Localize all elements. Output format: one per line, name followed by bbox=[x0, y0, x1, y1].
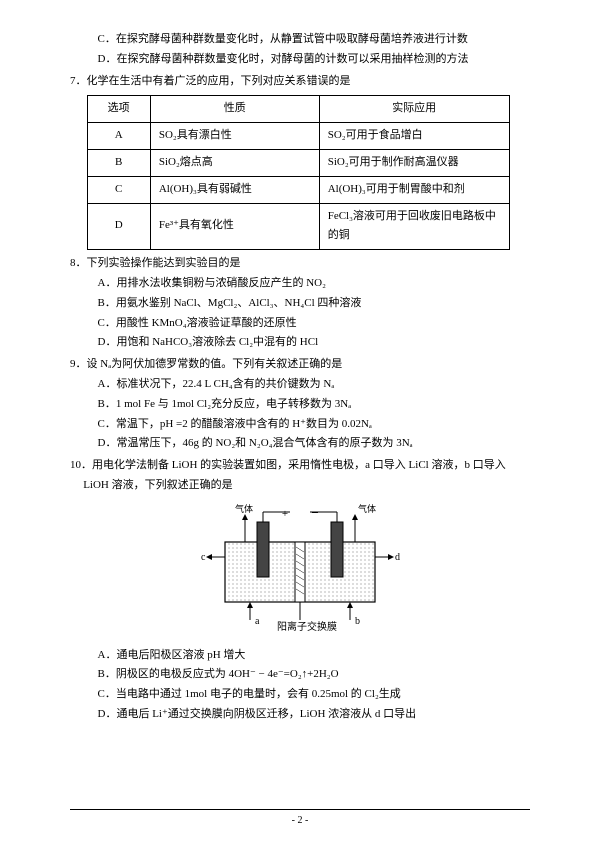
q10-option-b: B．阴极区的电极反应式为 4OH⁻ − 4e⁻=O₂↑+2H₂O bbox=[70, 665, 530, 685]
q10-stem-line2: LiOH 溶液，下列叙述正确的是 bbox=[70, 476, 530, 496]
q7-stem: 7．化学在生活中有着广泛的应用，下列对应关系错误的是 bbox=[70, 72, 530, 92]
svg-text:c: c bbox=[201, 552, 206, 563]
q6-option-c: C．在探究酵母菌种群数量变化时，从静置试管中吸取酵母菌培养液进行计数 bbox=[70, 30, 530, 50]
q9-stem: 9．设 Nₐ为阿伏加德罗常数的值。下列有关叙述正确的是 bbox=[70, 355, 530, 375]
q9-option-c: C．常温下，pH =2 的醋酸溶液中含有的 H⁺数目为 0.02Nₐ bbox=[70, 415, 530, 435]
q8-option-d: D．用饱和 NaHCO₃溶液除去 Cl₂中混有的 HCl bbox=[70, 333, 530, 353]
q7-r3-prop: Fe³⁺具有氧化性 bbox=[150, 203, 319, 250]
q6-option-d: D．在探究酵母菌种群数量变化时，对酵母菌的计数可以采用抽样检测的方法 bbox=[70, 50, 530, 70]
q10-option-d: D．通电后 Li⁺通过交换膜向阴极区迁移，LiOH 浓溶液从 d 口导出 bbox=[70, 705, 530, 725]
q7-r1-prop: SiO₂熔点高 bbox=[150, 149, 319, 176]
q9-option-d: D．常温常压下，46g 的 NO₂和 N₂O₄混合气体含有的原子数为 3Nₐ bbox=[70, 434, 530, 454]
svg-text:b: b bbox=[355, 616, 360, 627]
q9-option-b: B．1 mol Fe 与 1mol Cl₂充分反应，电子转移数为 3Nₐ bbox=[70, 395, 530, 415]
table-row: B SiO₂熔点高 SiO₂可用于制作耐高温仪器 bbox=[87, 149, 509, 176]
q9-option-a: A．标准状况下，22.4 L CH₄含有的共价键数为 Nₐ bbox=[70, 375, 530, 395]
footer-divider bbox=[70, 809, 530, 810]
q7-th-prop: 性质 bbox=[150, 96, 319, 123]
q8-option-b: B．用氨水鉴别 NaCl、MgCl₂、AlCl₃、NH₄Cl 四种溶液 bbox=[70, 294, 530, 314]
q10-stem-line1: 10．用电化学法制备 LiOH 的实验装置如图，采用惰性电极，a 口导入 LiC… bbox=[70, 456, 530, 476]
q7-table: 选项 性质 实际应用 A SO₂具有漂白性 SO₂可用于食品增白 B SiO₂熔… bbox=[87, 95, 510, 250]
q10-option-a: A．通电后阳极区溶液 pH 增大 bbox=[70, 646, 530, 666]
q7-r2-opt: C bbox=[87, 176, 150, 203]
table-row: A SO₂具有漂白性 SO₂可用于食品增白 bbox=[87, 123, 509, 150]
q7-th-app: 实际应用 bbox=[319, 96, 509, 123]
page-number: - 2 - bbox=[292, 815, 309, 826]
electrolysis-diagram: + − 气体 气体 c d a b 阳离子交换膜 bbox=[70, 502, 530, 640]
q8-option-a: A．用排水法收集铜粉与浓硝酸反应产生的 NO₂ bbox=[70, 274, 530, 294]
q7-r2-app: Al(OH)₃可用于制胃酸中和剂 bbox=[319, 176, 509, 203]
q8-option-c: C．用酸性 KMnO₄溶液验证草酸的还原性 bbox=[70, 314, 530, 334]
svg-text:阳离子交换膜: 阳离子交换膜 bbox=[277, 620, 337, 632]
q7-r3-app: FeCl₃溶液可用于回收废旧电路板中的铜 bbox=[319, 203, 509, 250]
q7-r2-prop: Al(OH)₃具有弱碱性 bbox=[150, 176, 319, 203]
q7-r0-prop: SO₂具有漂白性 bbox=[150, 123, 319, 150]
q7-r0-app: SO₂可用于食品增白 bbox=[319, 123, 509, 150]
svg-text:气体: 气体 bbox=[358, 503, 376, 514]
svg-text:d: d bbox=[395, 552, 400, 563]
table-row: C Al(OH)₃具有弱碱性 Al(OH)₃可用于制胃酸中和剂 bbox=[87, 176, 509, 203]
q8-stem: 8．下列实验操作能达到实验目的是 bbox=[70, 254, 530, 274]
q10-option-c: C．当电路中通过 1mol 电子的电量时，会有 0.25mol 的 Cl₂生成 bbox=[70, 685, 530, 705]
svg-text:−: − bbox=[311, 505, 318, 520]
table-row: D Fe³⁺具有氧化性 FeCl₃溶液可用于回收废旧电路板中的铜 bbox=[87, 203, 509, 250]
svg-text:气体: 气体 bbox=[235, 503, 253, 514]
svg-text:a: a bbox=[255, 616, 260, 627]
q7-th-opt: 选项 bbox=[87, 96, 150, 123]
q7-r0-opt: A bbox=[87, 123, 150, 150]
svg-text:+: + bbox=[282, 508, 288, 520]
q7-r3-opt: D bbox=[87, 203, 150, 250]
q7-r1-app: SiO₂可用于制作耐高温仪器 bbox=[319, 149, 509, 176]
page-footer: - 2 - bbox=[70, 809, 530, 830]
q7-r1-opt: B bbox=[87, 149, 150, 176]
